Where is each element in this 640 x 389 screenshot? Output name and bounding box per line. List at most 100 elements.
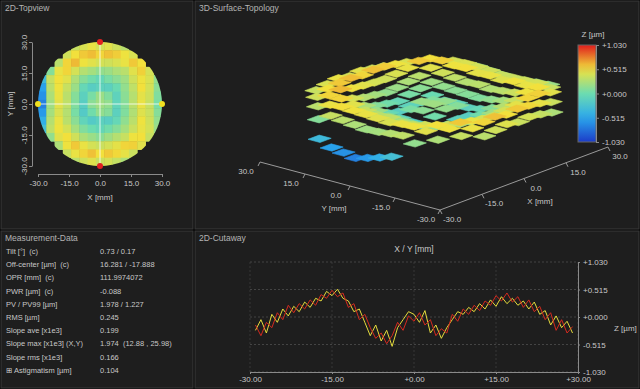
tick-label: -15.0	[60, 179, 79, 188]
tick: -1.030	[578, 368, 606, 377]
heatmap-cell	[154, 108, 163, 117]
tick-label: 15.0	[283, 179, 299, 188]
panel-title: 2D-Cutaway	[199, 233, 247, 243]
heatmap-cell	[129, 108, 138, 117]
heatmap-cell	[104, 67, 113, 76]
heatmap-cell	[121, 108, 130, 117]
colorbar-title: Z [µm]	[582, 30, 605, 39]
heatmap-cell	[137, 108, 146, 117]
row-label: PWR [µm] (c)	[6, 287, 54, 296]
heatmap-cell	[46, 75, 55, 84]
grid-line	[414, 262, 415, 372]
heatmap-cell	[88, 108, 97, 117]
tick-label: -15.00	[321, 375, 344, 384]
heatmap-cell	[55, 116, 64, 125]
heatmap-cell	[145, 133, 154, 142]
heatmap-cell	[38, 116, 47, 125]
heatmap-cell	[104, 50, 113, 59]
subtitle: X / Y [mm]	[394, 244, 433, 254]
heatmap-cell	[63, 50, 72, 59]
tick-mark	[162, 174, 163, 177]
profile-line	[255, 290, 572, 343]
measurement-table: Tilt [°] (c)0.73 / 0.17Off-center [µm] (…	[6, 247, 172, 375]
tick-label: -30.0	[29, 179, 48, 188]
tick-mark	[596, 94, 599, 95]
heatmap-cell	[63, 108, 72, 117]
tick: -30.0	[29, 174, 48, 188]
heatmap-cell	[63, 59, 72, 68]
tick-label: -30.0	[443, 215, 462, 224]
tick-label: -30.00	[239, 375, 262, 384]
axis-line	[260, 162, 440, 210]
row-label: RMS [µm]	[6, 313, 40, 322]
heatmap-cell	[154, 92, 163, 101]
heatmap-cell	[71, 67, 80, 76]
tick-label: 30.0	[612, 152, 628, 161]
cut-marker	[97, 163, 103, 169]
row-value: 111.9974072	[100, 273, 143, 282]
tick-label: -30.0	[417, 215, 436, 224]
axis-line	[251, 372, 579, 373]
heatmap-cell	[104, 59, 113, 68]
axis-title: Y [mm]	[321, 204, 346, 213]
axis-line	[440, 147, 608, 210]
heatmap-cell	[55, 59, 64, 68]
surface-cell	[403, 140, 426, 147]
y-axis: +1.030 +0.515 +0.000 -0.515 -1.030	[578, 258, 608, 377]
tick: +1.030	[578, 258, 608, 267]
tick: +0.000	[596, 90, 627, 99]
grid-line	[250, 289, 578, 290]
heatmap-cell	[71, 75, 80, 84]
heatmap-cell	[104, 125, 113, 134]
row-value: -0.088	[100, 287, 121, 296]
heatmap-cell	[63, 125, 72, 134]
heatmap-cell	[104, 116, 113, 125]
surface-cell	[516, 94, 539, 101]
heatmap-cell	[129, 116, 138, 125]
heatmap-cell	[121, 158, 130, 167]
tick-label: -30.0	[20, 157, 29, 176]
heatmap-cell	[46, 133, 55, 142]
heatmap-cell	[121, 75, 130, 84]
colorbar	[578, 45, 596, 142]
heatmap-cell	[112, 42, 121, 51]
tick-label: +0.000	[583, 313, 608, 322]
heatmap-cell	[121, 42, 130, 51]
heatmap-cell	[79, 59, 88, 68]
heatmap-cell	[129, 67, 138, 76]
tick: -15.00	[321, 372, 344, 384]
heatmap-cell	[112, 75, 121, 84]
surface-cell	[330, 95, 353, 102]
tick: 30.0	[155, 174, 171, 188]
heatmap-cell	[145, 108, 154, 117]
tick-mark	[438, 210, 440, 214]
tick-label: -0.515	[583, 341, 606, 350]
heatmap-cell	[129, 133, 138, 142]
surface-cell	[472, 118, 495, 125]
heatmap-cell	[63, 75, 72, 84]
heatmap-cell	[145, 83, 154, 92]
heatmap-cell	[121, 133, 130, 142]
heatmap-cell	[129, 83, 138, 92]
surface	[305, 55, 563, 162]
heatmap-cell	[79, 92, 88, 101]
tick-label: +0.515	[583, 286, 608, 295]
heatmap-cell	[38, 83, 47, 92]
heatmap-cell	[88, 42, 97, 51]
tick-mark	[578, 345, 580, 346]
cut-marker	[159, 101, 165, 107]
tick-mark	[250, 372, 251, 374]
heatmap-cell	[79, 141, 88, 150]
tick-label: 30.0	[238, 167, 254, 176]
tick: -0.515	[596, 114, 625, 123]
tick: +0.00	[404, 372, 425, 384]
tick-mark	[608, 147, 610, 151]
row-value: 16.281 / -17.888	[100, 260, 155, 269]
heatmap-cell	[88, 83, 97, 92]
tick-mark	[29, 73, 32, 74]
colorbar-axis: +1.030+0.515+0.000-0.515-1.030	[596, 41, 627, 147]
heatmap-cell	[137, 83, 146, 92]
grid-line	[496, 262, 497, 372]
tick-mark	[100, 174, 101, 177]
heatmap-cell	[71, 149, 80, 158]
